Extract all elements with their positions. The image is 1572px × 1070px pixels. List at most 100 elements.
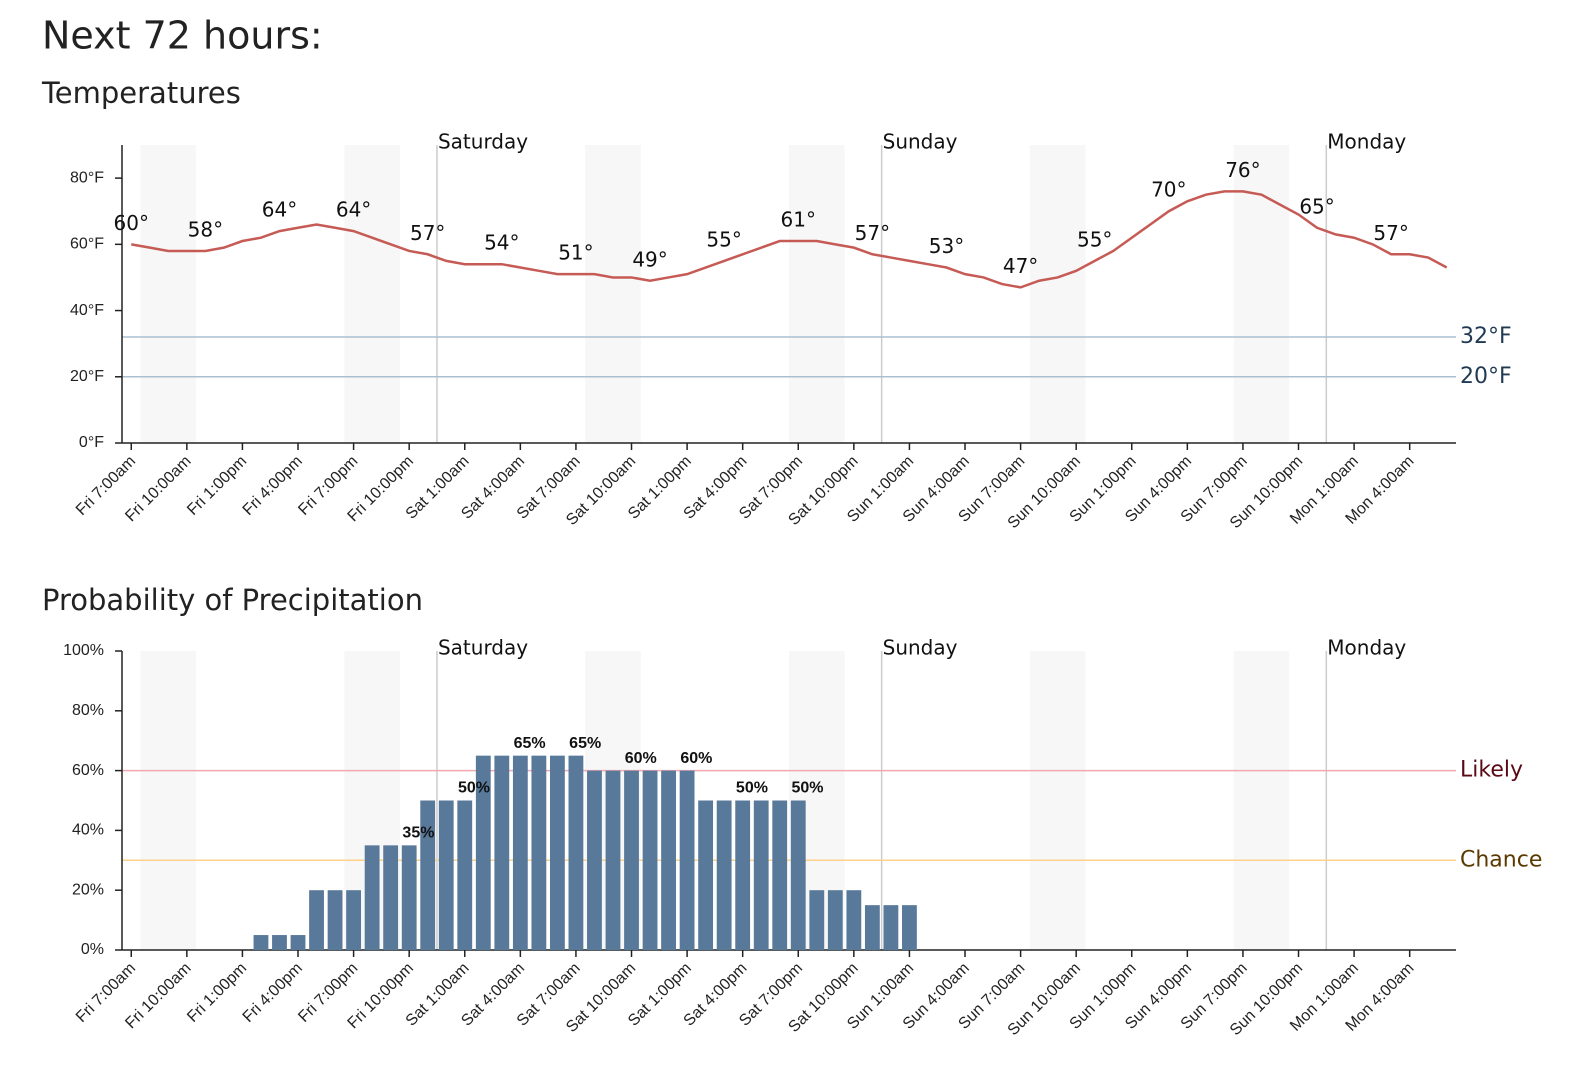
chart-title: Probability of Precipitation (42, 583, 423, 617)
data-label: 60° (114, 211, 149, 235)
data-label: 65° (1299, 194, 1334, 218)
y-tick-label: 60°F (70, 236, 104, 253)
bar (253, 935, 269, 950)
bar (290, 935, 306, 950)
bar (624, 770, 639, 950)
data-label: 53° (929, 234, 964, 258)
bar (401, 845, 417, 950)
y-tick-label: 20°F (70, 368, 104, 385)
reference-label: 20°F (1460, 364, 1512, 389)
data-label: 51° (558, 241, 593, 265)
bar (605, 770, 621, 950)
bar (512, 755, 528, 950)
shaded-range (140, 651, 197, 950)
shaded-range (1233, 145, 1290, 443)
bar (587, 770, 602, 950)
bar (383, 845, 399, 950)
temperature-line (131, 190, 1448, 289)
page-title: Next 72 hours: (42, 14, 323, 58)
y-tick-label: 20% (72, 881, 104, 898)
bar (642, 770, 658, 950)
data-label: 47° (1003, 254, 1038, 278)
bar (531, 755, 547, 950)
data-label: 57° (410, 221, 445, 245)
bar (772, 800, 788, 950)
bar (494, 755, 510, 950)
bar (475, 755, 491, 950)
y-tick-label: 0°F (79, 434, 104, 451)
bar (661, 770, 676, 950)
bar (457, 800, 473, 950)
shaded-range (1029, 145, 1086, 443)
data-label: 65% (514, 735, 546, 752)
day-label: Monday (1327, 130, 1406, 154)
shaded-range (140, 145, 197, 443)
bar (716, 800, 732, 950)
data-label: 55° (706, 227, 741, 251)
shaded-range (789, 145, 845, 443)
shaded-range (1233, 651, 1290, 950)
y-tick-label: 40% (72, 822, 104, 839)
x-tick-label: Fri 4:00pm (240, 453, 306, 519)
data-label: 50% (736, 780, 768, 797)
y-tick-label: 80% (72, 702, 104, 719)
data-label: 76° (1225, 158, 1260, 182)
data-label: 57° (855, 221, 890, 245)
chart-title: Temperatures (41, 76, 241, 110)
bar (438, 800, 454, 950)
y-tick-label: 40°F (70, 302, 104, 319)
bar (549, 755, 565, 950)
shaded-range (344, 145, 400, 443)
bar (420, 800, 436, 950)
data-label: 50% (458, 780, 490, 797)
bar (364, 845, 380, 950)
bar (327, 890, 343, 950)
x-tick-label: Fri 4:00pm (240, 960, 306, 1026)
data-label: 64° (336, 198, 371, 222)
day-label: Monday (1327, 636, 1406, 660)
data-label: 35% (402, 825, 434, 842)
data-label: 70° (1151, 178, 1186, 202)
data-label: 54° (484, 231, 519, 255)
data-label: 58° (188, 217, 223, 241)
x-tick-label: Fri 1:00pm (184, 453, 250, 519)
bar (272, 935, 287, 950)
bar (790, 800, 806, 950)
bar (698, 800, 714, 950)
bar (346, 890, 362, 950)
shaded-range (585, 145, 641, 443)
day-label: Sunday (883, 636, 958, 660)
bar (846, 890, 862, 950)
bar (827, 890, 843, 950)
data-label: 64° (262, 198, 297, 222)
reference-label: 32°F (1460, 324, 1512, 349)
data-label: 57° (1373, 221, 1408, 245)
y-tick-label: 100% (63, 642, 104, 659)
reference-label: Likely (1460, 758, 1523, 783)
bar (735, 800, 751, 950)
y-tick-label: 0% (81, 941, 104, 958)
bar (568, 755, 584, 950)
data-label: 60% (625, 750, 657, 767)
bar (883, 905, 899, 950)
y-tick-label: 60% (72, 762, 104, 779)
bar (809, 890, 825, 950)
day-label: Saturday (438, 130, 528, 154)
day-label: Sunday (883, 130, 958, 154)
bar (864, 905, 880, 950)
day-label: Saturday (438, 636, 528, 660)
bar (309, 890, 324, 950)
bar (753, 800, 769, 950)
data-label: 49° (632, 247, 667, 271)
data-label: 50% (792, 780, 824, 797)
reference-label: Chance (1460, 847, 1542, 872)
data-label: 55° (1077, 227, 1112, 251)
data-label: 60% (680, 750, 712, 767)
x-tick-label: Fri 1:00pm (184, 960, 250, 1026)
data-label: 61° (781, 208, 816, 232)
y-tick-label: 80°F (70, 169, 104, 186)
bar (679, 770, 695, 950)
data-label: 65% (569, 735, 601, 752)
